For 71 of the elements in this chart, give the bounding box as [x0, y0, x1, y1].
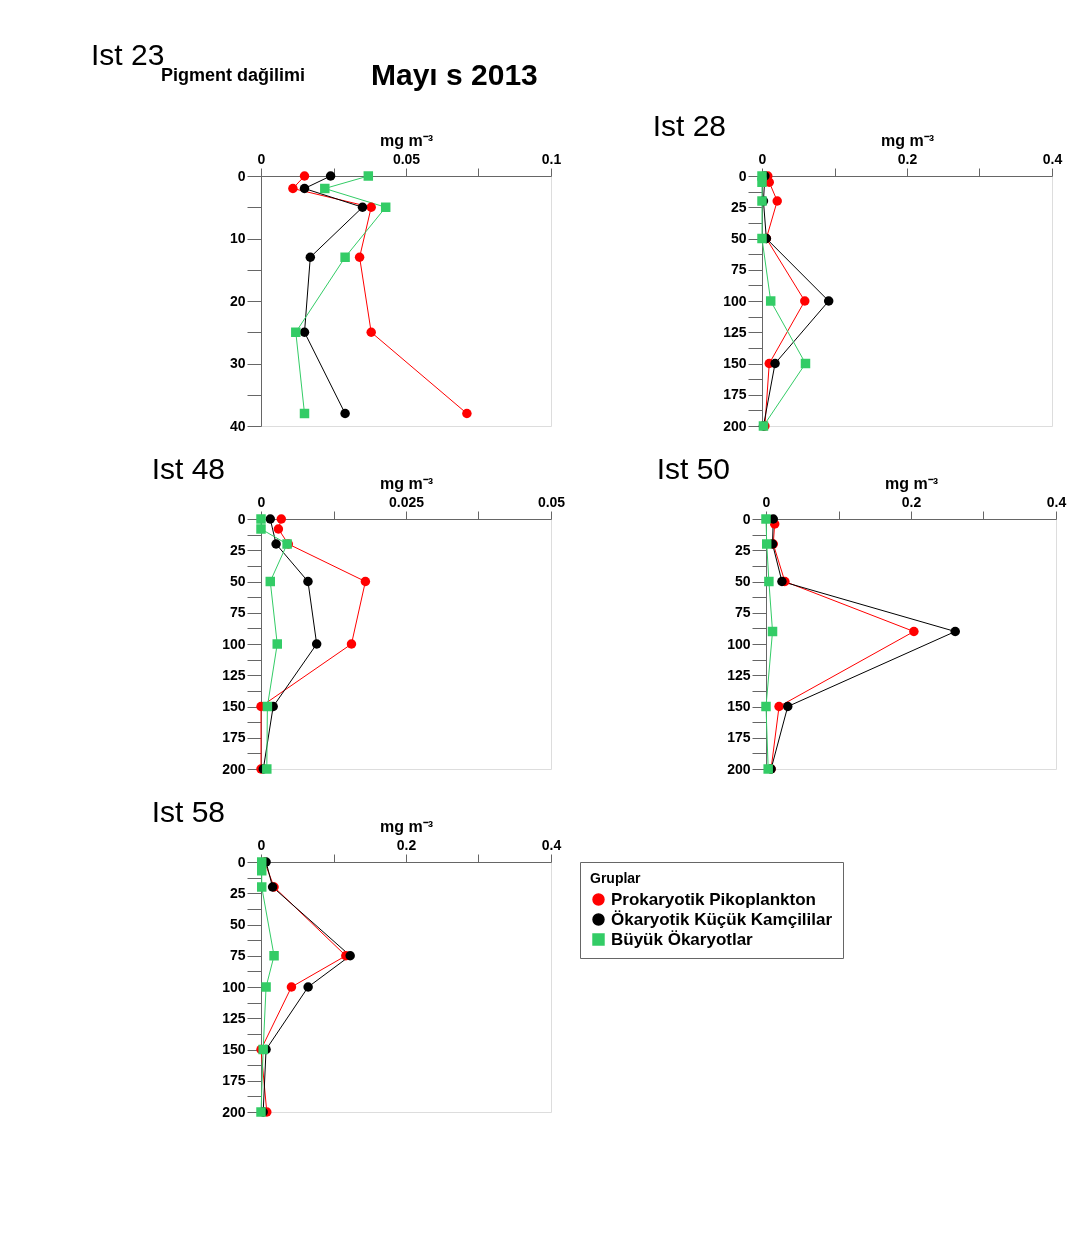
y-tick-label: 125 [222, 666, 246, 683]
x-tick-label: 0.2 [897, 150, 918, 167]
y-tick-label: 200 [727, 760, 751, 777]
x-tick-label: 0.1 [541, 150, 562, 167]
legend-label: Ökaryotik Küçük Kamçililar [611, 909, 833, 929]
x-tick-label: 0.4 [541, 836, 562, 853]
y-tick-label: 50 [229, 573, 246, 589]
y-tick-label: 25 [229, 884, 246, 901]
chart-title: Ist 48 [151, 452, 226, 485]
y-tick-label: 75 [229, 947, 246, 964]
y-tick-label: 0 [237, 167, 246, 184]
x-tick-label: 0 [257, 836, 266, 853]
chart-title: Ist 28 [652, 109, 727, 142]
y-tick-label: 200 [723, 417, 747, 434]
x-tick-label: 0.05 [537, 493, 566, 510]
x-tick-label: 0.4 [1042, 150, 1063, 167]
y-tick-label: 150 [222, 1041, 246, 1057]
y-tick-label: 10 [229, 230, 246, 246]
y-tick-label: 0 [742, 510, 751, 527]
y-tick-label: 125 [727, 666, 751, 683]
x-tick-label: 0.05 [392, 150, 421, 167]
y-tick-label: 200 [222, 1103, 246, 1120]
legend-label: Prokaryotik Pikoplankton [611, 889, 816, 909]
x-axis-title: mg m⁻³ [885, 474, 938, 492]
x-axis-title: mg m⁻³ [380, 817, 433, 835]
y-tick-label: 175 [222, 729, 246, 746]
x-tick-label: 0.2 [901, 493, 922, 510]
y-tick-label: 150 [727, 698, 751, 714]
y-tick-label: 125 [222, 1009, 246, 1026]
y-tick-label: 150 [222, 698, 246, 714]
y-tick-label: 20 [229, 292, 246, 309]
x-tick-label: 0 [257, 150, 266, 167]
text: Pigment dağilimi [161, 65, 306, 85]
legend-label: Büyük Ökaryotlar [611, 929, 754, 949]
y-tick-label: 75 [229, 604, 246, 621]
y-tick-label: 175 [222, 1072, 246, 1089]
x-tick-label: 0 [762, 493, 771, 510]
chart-title: Ist 50 [656, 452, 731, 485]
y-tick-label: 25 [730, 198, 747, 215]
x-tick-label: 0.4 [1046, 493, 1067, 510]
legend-title: Gruplar [590, 870, 642, 886]
y-tick-label: 0 [237, 510, 246, 527]
x-axis-title: mg m⁻³ [380, 474, 433, 492]
x-tick-label: 0 [758, 150, 767, 167]
y-tick-label: 175 [723, 386, 747, 403]
y-tick-label: 75 [734, 604, 751, 621]
y-tick-label: 0 [738, 167, 747, 184]
y-tick-label: 30 [229, 355, 246, 371]
y-tick-label: 40 [229, 417, 246, 434]
x-tick-label: 0.025 [388, 493, 425, 510]
x-tick-label: 0 [257, 493, 266, 510]
y-tick-label: 150 [723, 355, 747, 371]
x-axis-title: mg m⁻³ [881, 131, 934, 149]
y-tick-label: 25 [734, 541, 751, 558]
y-tick-label: 100 [723, 292, 747, 309]
y-tick-label: 200 [222, 760, 246, 777]
y-tick-label: 75 [730, 261, 747, 278]
y-tick-label: 50 [229, 916, 246, 932]
y-tick-label: 50 [730, 230, 747, 246]
x-axis-title: mg m⁻³ [380, 131, 433, 149]
y-tick-label: 100 [727, 635, 751, 652]
y-tick-label: 100 [222, 978, 246, 995]
y-tick-label: 175 [727, 729, 751, 746]
y-tick-label: 100 [222, 635, 246, 652]
y-tick-label: 125 [723, 323, 747, 340]
chart-title: Ist 58 [151, 795, 226, 828]
text: Mayı s 2013 [371, 58, 538, 91]
y-tick-label: 25 [229, 541, 246, 558]
y-tick-label: 50 [734, 573, 751, 589]
x-tick-label: 0.2 [396, 836, 417, 853]
y-tick-label: 0 [237, 853, 246, 870]
